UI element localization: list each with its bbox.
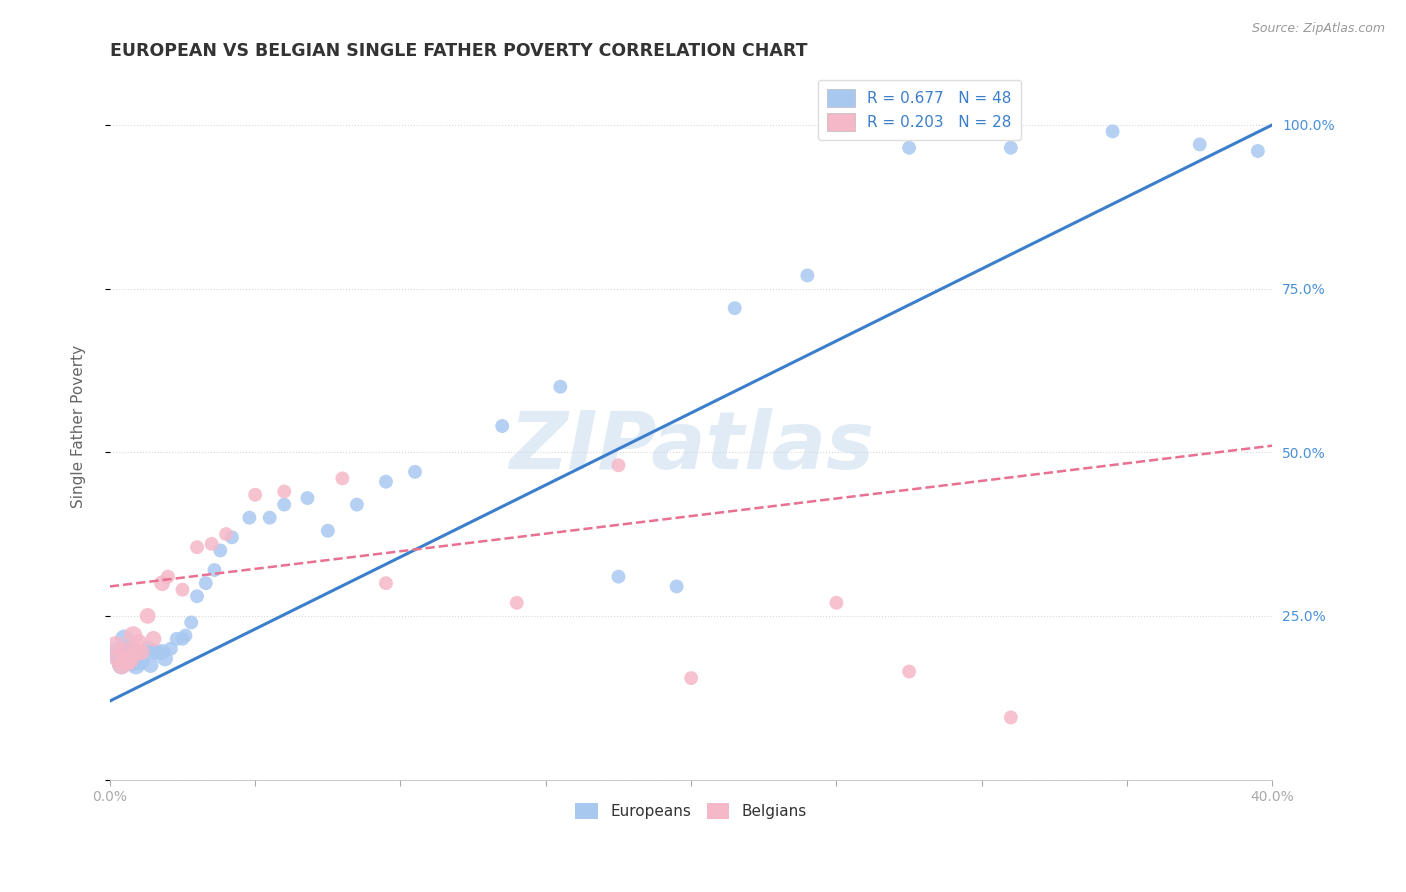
- Point: [136, 641, 159, 656]
- Point: [122, 655, 145, 669]
- Point: [796, 268, 818, 283]
- Point: [550, 380, 572, 394]
- Point: [117, 645, 139, 659]
- Point: [825, 596, 848, 610]
- Point: [898, 141, 921, 155]
- Point: [125, 658, 148, 673]
- Point: [273, 484, 295, 499]
- Point: [107, 651, 129, 665]
- Point: [238, 510, 260, 524]
- Text: ZIPatlas: ZIPatlas: [509, 409, 873, 486]
- Point: [898, 665, 921, 679]
- Point: [153, 651, 176, 665]
- Point: [145, 645, 167, 659]
- Point: [107, 651, 129, 665]
- Point: [1000, 141, 1022, 155]
- Point: [243, 488, 266, 502]
- Y-axis label: Single Father Poverty: Single Father Poverty: [72, 344, 86, 508]
- Point: [166, 632, 188, 646]
- Point: [215, 527, 238, 541]
- Point: [136, 608, 159, 623]
- Point: [174, 629, 197, 643]
- Legend: Europeans, Belgians: Europeans, Belgians: [569, 797, 813, 825]
- Point: [139, 658, 162, 673]
- Point: [142, 632, 165, 646]
- Point: [104, 639, 127, 653]
- Point: [200, 537, 222, 551]
- Point: [194, 576, 217, 591]
- Point: [491, 419, 513, 434]
- Point: [316, 524, 339, 538]
- Point: [117, 651, 139, 665]
- Point: [375, 576, 398, 591]
- Point: [346, 498, 368, 512]
- Point: [156, 569, 179, 583]
- Point: [120, 651, 142, 665]
- Point: [125, 645, 148, 659]
- Point: [1000, 710, 1022, 724]
- Point: [172, 582, 194, 597]
- Point: [150, 645, 173, 659]
- Point: [259, 510, 281, 524]
- Point: [204, 563, 226, 577]
- Point: [131, 655, 153, 669]
- Point: [112, 645, 135, 659]
- Point: [110, 658, 132, 673]
- Point: [273, 498, 295, 512]
- Point: [186, 540, 208, 554]
- Point: [665, 579, 688, 593]
- Point: [172, 632, 194, 646]
- Point: [332, 471, 354, 485]
- Point: [160, 641, 183, 656]
- Point: [375, 475, 398, 489]
- Text: EUROPEAN VS BELGIAN SINGLE FATHER POVERTY CORRELATION CHART: EUROPEAN VS BELGIAN SINGLE FATHER POVERT…: [110, 42, 807, 60]
- Point: [209, 543, 232, 558]
- Point: [128, 635, 150, 649]
- Point: [607, 569, 630, 583]
- Point: [120, 655, 142, 669]
- Point: [112, 632, 135, 646]
- Point: [221, 530, 243, 544]
- Point: [186, 589, 208, 603]
- Point: [506, 596, 529, 610]
- Point: [297, 491, 319, 505]
- Point: [120, 645, 142, 659]
- Point: [110, 658, 132, 673]
- Point: [131, 645, 153, 659]
- Point: [104, 645, 127, 659]
- Point: [128, 645, 150, 659]
- Point: [117, 655, 139, 669]
- Point: [404, 465, 426, 479]
- Point: [607, 458, 630, 473]
- Point: [1247, 144, 1270, 158]
- Point: [142, 645, 165, 659]
- Point: [681, 671, 703, 685]
- Text: Source: ZipAtlas.com: Source: ZipAtlas.com: [1251, 22, 1385, 36]
- Point: [122, 629, 145, 643]
- Point: [1101, 124, 1123, 138]
- Point: [1188, 137, 1211, 152]
- Point: [180, 615, 202, 630]
- Point: [150, 576, 173, 591]
- Point: [724, 301, 747, 315]
- Point: [112, 645, 135, 659]
